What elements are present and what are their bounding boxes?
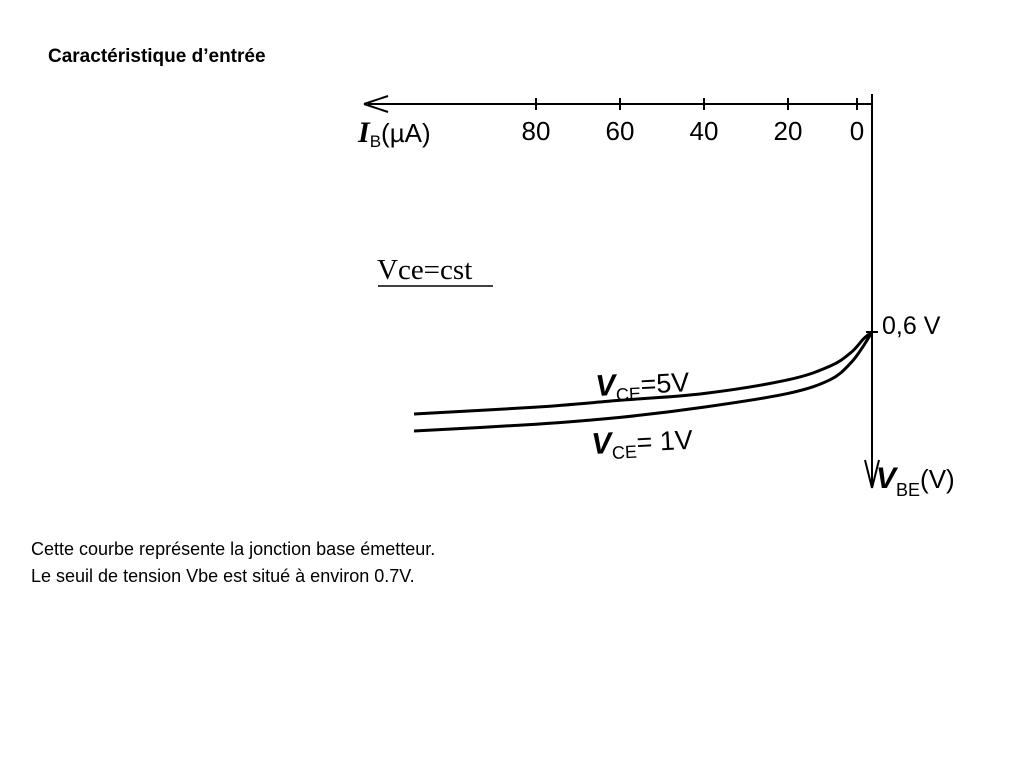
ib-axis-symbol: I bbox=[357, 116, 371, 149]
ib-axis-arrowhead bbox=[363, 95, 389, 113]
curve-label-1v-value: = 1V bbox=[636, 425, 694, 458]
curve-label-vce-5v: VCE=5V bbox=[595, 365, 691, 406]
slide-title: Caractéristique d’entrée bbox=[48, 46, 266, 67]
ib-axis-unit: (µA) bbox=[381, 118, 431, 148]
vbe-axis-symbol: V bbox=[876, 462, 899, 495]
caption: Cette courbe représente la jonction base… bbox=[31, 536, 435, 590]
condition-label: Vce=cst bbox=[377, 254, 472, 286]
curve-label-1v-subscript: CE bbox=[611, 442, 637, 463]
curve-label-5v-value: =5V bbox=[640, 367, 690, 400]
ib-tick-label-0: 0 bbox=[850, 116, 864, 146]
ib-axis-label: IB(µA) bbox=[357, 116, 431, 151]
curve-label-vce-1v: VCE= 1V bbox=[591, 423, 694, 464]
ib-axis-ticks: 80 60 40 20 0 bbox=[522, 98, 864, 146]
curve-vce-1v bbox=[413, 331, 874, 433]
vbe-axis-subscript: BE bbox=[896, 480, 920, 500]
ib-tick-label-80: 80 bbox=[522, 116, 551, 146]
threshold-label: 0,6 V bbox=[882, 312, 941, 340]
caption-line-1: Cette courbe représente la jonction base… bbox=[31, 539, 436, 559]
ib-tick-label-40: 40 bbox=[690, 116, 719, 146]
vbe-axis-unit: (V) bbox=[920, 464, 955, 494]
curve-vce-5v bbox=[413, 330, 873, 416]
vbe-axis-arrowhead bbox=[864, 459, 880, 489]
ib-tick-label-20: 20 bbox=[774, 116, 803, 146]
vbe-axis-label: VBE(V) bbox=[876, 462, 955, 500]
ib-tick-label-60: 60 bbox=[606, 116, 635, 146]
caption-line-2: Le seuil de tension Vbe est situé à envi… bbox=[31, 566, 415, 586]
curve-label-5v-subscript: CE bbox=[615, 384, 641, 405]
ib-axis-subscript: B bbox=[370, 132, 381, 151]
